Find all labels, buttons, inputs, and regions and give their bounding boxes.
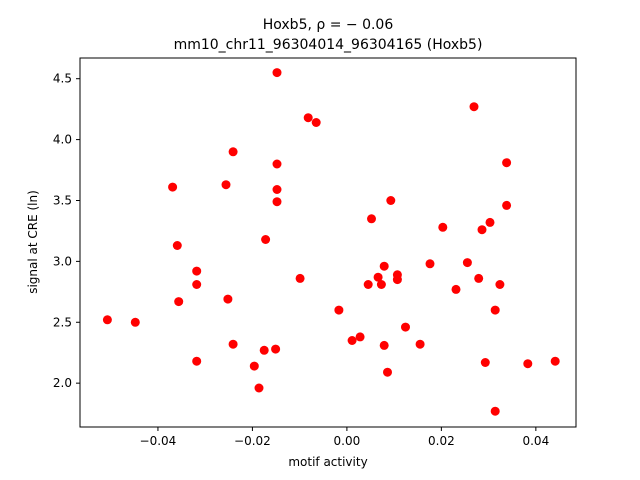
data-point xyxy=(379,261,389,271)
x-tick-label: −0.02 xyxy=(234,434,271,448)
data-point xyxy=(272,197,282,207)
data-point xyxy=(272,68,282,78)
data-point xyxy=(490,406,500,416)
data-point xyxy=(490,305,500,315)
y-axis-label: signal at CRE (ln) xyxy=(26,190,40,294)
data-point xyxy=(495,280,505,289)
y-tick-label: 3.5 xyxy=(53,193,72,207)
chart-title-line1: Hoxb5, ρ = − 0.06 xyxy=(263,17,394,33)
data-point xyxy=(272,185,282,194)
data-point xyxy=(174,297,184,307)
data-point xyxy=(469,102,479,112)
data-point xyxy=(502,200,512,210)
data-point xyxy=(130,317,140,327)
data-point xyxy=(474,273,484,283)
data-point xyxy=(367,214,376,224)
y-tick-label: 2.5 xyxy=(53,315,72,329)
y-tick-label: 3.0 xyxy=(53,254,72,268)
x-tick-label: 0.02 xyxy=(428,434,455,448)
data-point xyxy=(502,158,512,168)
x-tick-label: 0.04 xyxy=(522,434,549,448)
data-point xyxy=(451,284,461,294)
data-point xyxy=(192,280,202,289)
x-tick-label: −0.04 xyxy=(140,434,177,448)
data-point xyxy=(334,305,344,315)
data-point xyxy=(401,322,410,332)
data-point xyxy=(550,356,560,366)
data-point xyxy=(172,241,182,250)
data-point xyxy=(485,217,495,227)
y-axis-ticks: 2.0 2.5 3.0 3.5 4.0 4.5 xyxy=(53,72,80,390)
chart-title-line2: mm10_chr11_96304014_96304165 (Hoxb5) xyxy=(174,37,483,53)
data-point xyxy=(363,280,373,289)
data-point xyxy=(261,235,271,244)
data-point xyxy=(373,272,383,282)
x-axis-label: motif activity xyxy=(288,455,367,469)
data-point xyxy=(379,340,389,350)
y-tick-label: 2.0 xyxy=(53,376,72,390)
data-point xyxy=(386,196,396,205)
data-point xyxy=(223,294,233,304)
data-point xyxy=(303,113,313,123)
data-point xyxy=(355,332,365,342)
data-point xyxy=(311,118,321,127)
y-tick-label: 4.0 xyxy=(53,133,72,147)
data-point xyxy=(347,336,357,345)
data-point xyxy=(249,361,259,371)
data-point xyxy=(192,356,202,366)
data-point xyxy=(480,358,490,367)
data-point xyxy=(383,367,392,377)
data-point xyxy=(376,280,386,289)
data-point xyxy=(228,339,238,349)
data-point xyxy=(392,275,402,285)
data-point xyxy=(271,344,281,354)
data-points xyxy=(102,68,560,416)
data-point xyxy=(462,258,472,268)
data-point xyxy=(228,147,238,157)
data-point xyxy=(438,222,448,232)
data-point xyxy=(415,339,425,349)
data-point xyxy=(192,266,202,276)
x-tick-label: 0.00 xyxy=(334,434,361,448)
data-point xyxy=(272,159,282,169)
data-point xyxy=(221,180,231,190)
y-tick-label: 4.5 xyxy=(53,72,72,86)
data-point xyxy=(168,182,178,192)
data-point xyxy=(477,225,487,235)
data-point xyxy=(295,273,305,283)
plot-area-frame xyxy=(79,57,577,428)
data-point xyxy=(102,315,112,325)
data-point xyxy=(425,259,435,269)
data-point xyxy=(259,345,269,355)
x-axis-ticks: −0.04 −0.02 0.00 0.02 0.04 xyxy=(140,427,549,448)
data-point xyxy=(523,359,533,369)
data-point xyxy=(254,383,264,393)
